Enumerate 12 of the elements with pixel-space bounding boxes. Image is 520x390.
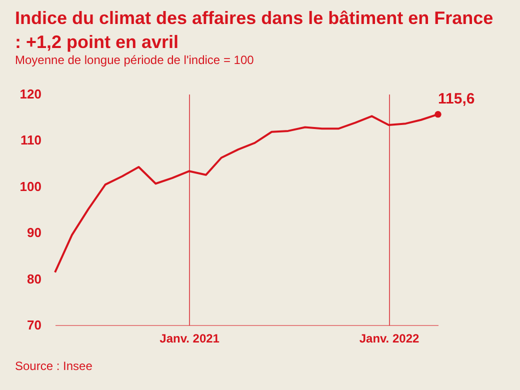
source-note: Source : Insee — [15, 359, 93, 373]
y-tick-label: 120 — [20, 86, 42, 102]
x-tick-label: Janv. 2022 — [359, 332, 420, 346]
y-tick-label: 100 — [20, 178, 42, 194]
y-tick-label: 90 — [27, 225, 42, 240]
y-tick-label: 70 — [27, 318, 42, 332]
y-tick-label: 110 — [20, 132, 42, 148]
y-tick-label: 80 — [27, 271, 42, 286]
data-label: 115,6 — [438, 90, 475, 108]
x-tick-label: Janv. 2021 — [160, 332, 220, 346]
chart-title: Indice du climat des affaires dans le bâtiment en France : +1,2 point en avril — [15, 8, 494, 52]
chart-subtitle: Moyenne de longue période de l'indice = 100 — [15, 53, 254, 67]
